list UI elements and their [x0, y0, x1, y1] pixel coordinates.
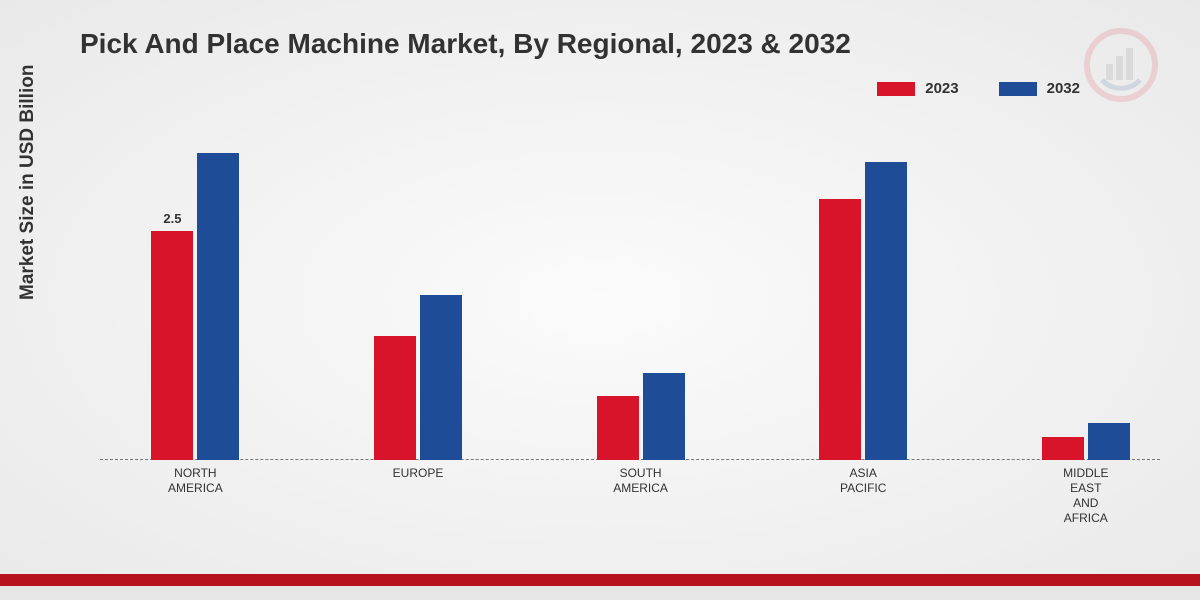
bar-2023 — [597, 396, 639, 460]
bar-group: ASIAPACIFIC — [803, 162, 923, 460]
legend-label-2023: 2023 — [925, 80, 958, 97]
bar-2032 — [420, 295, 462, 460]
bar-2023 — [1042, 437, 1084, 460]
bar-group: MIDDLEEASTANDAFRICA — [1026, 423, 1146, 460]
bar-2023 — [819, 199, 861, 460]
legend-label-2032: 2032 — [1047, 80, 1080, 97]
category-label: SOUTHAMERICA — [613, 466, 668, 496]
category-label: EUROPE — [393, 466, 444, 481]
bar-group: 2.5NORTHAMERICA — [135, 153, 255, 460]
bar-group: EUROPE — [358, 295, 478, 460]
footer-base-bar — [0, 586, 1200, 600]
y-axis-label: Market Size in USD Billion — [17, 65, 39, 300]
bar-2023 — [374, 336, 416, 460]
legend: 2023 2032 — [877, 80, 1080, 97]
legend-swatch-2023 — [877, 82, 915, 96]
bar-2023: 2.5 — [151, 231, 193, 460]
plot-area: 2.5NORTHAMERICA EUROPE SOUTHAMERICA ASIAPAC… — [100, 130, 1160, 460]
chart-title: Pick And Place Machine Market, By Region… — [80, 28, 851, 60]
category-label: MIDDLEEASTANDAFRICA — [1063, 466, 1108, 526]
legend-swatch-2032 — [999, 82, 1037, 96]
watermark-logo — [1082, 26, 1160, 109]
legend-item-2032: 2032 — [999, 80, 1080, 97]
bar-2032 — [865, 162, 907, 460]
bar-group: SOUTHAMERICA — [581, 373, 701, 460]
bar-2032 — [1088, 423, 1130, 460]
category-label: ASIAPACIFIC — [840, 466, 886, 496]
bar-value-label: 2.5 — [163, 211, 181, 226]
legend-item-2023: 2023 — [877, 80, 958, 97]
footer-accent-bar — [0, 574, 1200, 586]
bar-2032 — [197, 153, 239, 460]
category-label: NORTHAMERICA — [168, 466, 223, 496]
bar-2032 — [643, 373, 685, 460]
